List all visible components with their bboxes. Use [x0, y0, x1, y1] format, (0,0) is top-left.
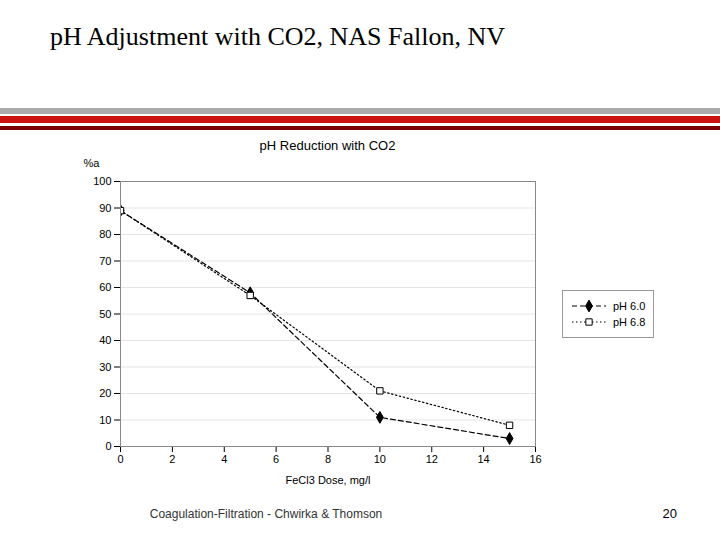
svg-text:30: 30 [99, 361, 111, 373]
svg-text:12: 12 [426, 453, 438, 465]
svg-text:4: 4 [221, 453, 227, 465]
svg-text:40: 40 [99, 334, 111, 346]
svg-text:8: 8 [325, 453, 331, 465]
html-text:pH Reduction with CO2: pH Reduction with CO2 [259, 138, 396, 153]
html-text:pH 6.0: pH 6.0 [613, 300, 646, 312]
html-text:20: 20 [662, 506, 677, 521]
svg-text:0: 0 [117, 453, 123, 465]
svg-text:90: 90 [99, 202, 111, 214]
svg-text:100: 100 [93, 175, 111, 187]
svg-text:10: 10 [99, 414, 111, 426]
svg-text:20: 20 [99, 387, 111, 399]
svg-text:14: 14 [478, 453, 490, 465]
svg-text:60: 60 [99, 281, 111, 293]
html-text:pH Adjustment with CO2, NAS Fa: pH Adjustment with CO2, NAS Fallon, NV [50, 22, 505, 51]
svg-text:10: 10 [374, 453, 386, 465]
html-text:pH 6.8: pH 6.8 [613, 316, 646, 328]
svg-text:80: 80 [99, 228, 111, 240]
html-text:Coagulation-Filtration - Chwir: Coagulation-Filtration - Chwirka & Thoms… [149, 507, 383, 521]
svg-text:%a: %a [84, 157, 101, 169]
svg-text:0: 0 [105, 440, 111, 452]
svg-text:50: 50 [99, 308, 111, 320]
svg-text:70: 70 [99, 255, 111, 267]
svg-text:2: 2 [169, 453, 175, 465]
svg-text:16: 16 [529, 453, 541, 465]
svg-text:FeCl3 Dose, mg/l: FeCl3 Dose, mg/l [286, 474, 371, 486]
svg-text:6: 6 [273, 453, 279, 465]
